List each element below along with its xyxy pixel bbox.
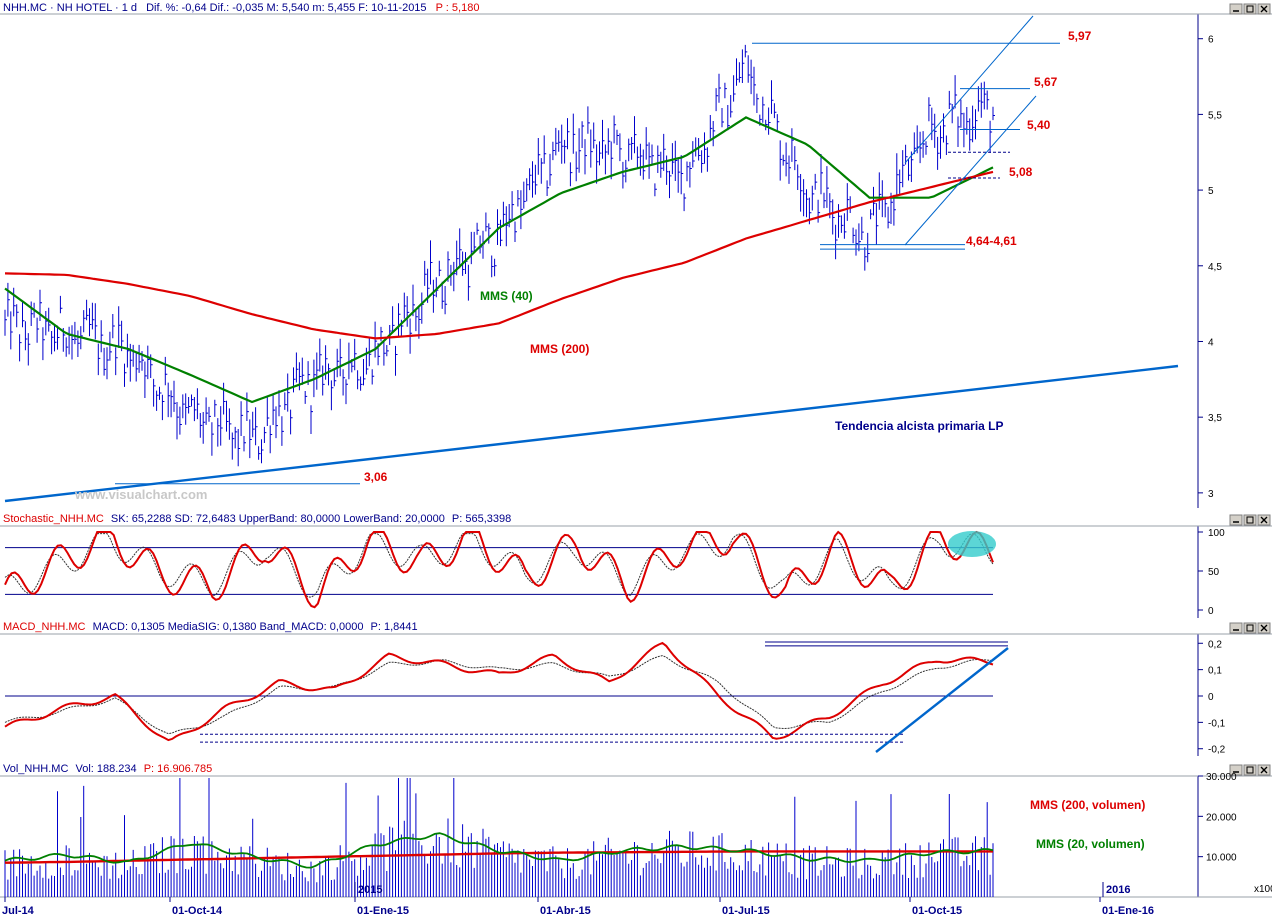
maximize-icon-glyph bbox=[1246, 766, 1254, 774]
watermark: www.visualchart.com bbox=[74, 487, 207, 502]
vol-header: Vol_NHH.MC Vol: 188.234 P: 16.906.785 bbox=[3, 763, 212, 775]
x-tick-label: 01-Oct-15 bbox=[912, 905, 962, 917]
channel-upper bbox=[904, 15, 1034, 164]
macd-header: MACD_NHH.MC MACD: 0,1305 MediaSIG: 0,138… bbox=[3, 621, 418, 633]
sma200-line bbox=[4, 170, 994, 340]
stoch-highlight bbox=[948, 531, 996, 557]
x-tick-label: 01-Oct-14 bbox=[172, 905, 223, 917]
minimize-icon bbox=[1229, 622, 1243, 634]
sma40-line bbox=[4, 116, 994, 404]
vol-ma20-line bbox=[4, 832, 994, 869]
price-tick-label: 5,5 bbox=[1208, 110, 1222, 121]
close-icon-glyph bbox=[1260, 766, 1268, 774]
price-tick-label: 3,5 bbox=[1208, 413, 1222, 424]
price-tick-label: 3 bbox=[1208, 489, 1214, 500]
macd-tick-label: 0,2 bbox=[1208, 639, 1222, 650]
stoch-tick-label: 100 bbox=[1208, 528, 1225, 539]
price-bars bbox=[4, 44, 995, 467]
price-tick-label: 6 bbox=[1208, 35, 1214, 46]
level-567-label: 5,67 bbox=[1034, 75, 1058, 89]
vol-ma200-label: MMS (200, volumen) bbox=[1030, 798, 1145, 812]
vol-tick-label: 20.000 bbox=[1206, 812, 1237, 823]
x-tick-label: 01-Ene-15 bbox=[357, 905, 409, 917]
level-508-label: 5,08 bbox=[1009, 165, 1033, 179]
trend-label: Tendencia alcista primaria LP bbox=[835, 419, 1004, 433]
price-tick-label: 4 bbox=[1208, 337, 1214, 348]
vol-tick-label: 30.000 bbox=[1206, 772, 1237, 783]
level-597-label: 5,97 bbox=[1068, 29, 1092, 43]
x-tick-label: 01-Ene-16 bbox=[1102, 905, 1154, 917]
stoch-sd-line bbox=[4, 533, 994, 598]
price-tick-label: 4,5 bbox=[1208, 262, 1222, 273]
maximize-icon-glyph bbox=[1246, 516, 1254, 524]
sma40-label: MMS (40) bbox=[480, 289, 533, 303]
level-464-461-label: 4,64-4,61 bbox=[966, 234, 1017, 248]
maximize-icon bbox=[1243, 514, 1257, 526]
macd-trend-line bbox=[875, 647, 1009, 753]
maximize-icon bbox=[1243, 764, 1257, 776]
volume-bars bbox=[4, 778, 994, 897]
x-tick-label: 01-Abr-15 bbox=[540, 905, 591, 917]
macd-signal-line bbox=[4, 655, 994, 735]
macd-tick-label: 0,1 bbox=[1208, 666, 1222, 677]
stoch-header: Stochastic_NHH.MC SK: 65,2288 SD: 72,648… bbox=[3, 513, 511, 525]
x-tick-label: Jul-14 bbox=[2, 905, 35, 917]
stoch-tick-label: 0 bbox=[1208, 606, 1214, 617]
close-icon-glyph bbox=[1260, 624, 1268, 632]
close-icon-glyph bbox=[1260, 5, 1268, 13]
primary-trend-line bbox=[4, 364, 1179, 503]
maximize-icon-glyph bbox=[1246, 5, 1254, 13]
macd-tick-label: 0 bbox=[1208, 692, 1214, 703]
vol-ma20-label: MMS (20, volumen) bbox=[1036, 837, 1145, 851]
x-tick-label: 01-Jul-15 bbox=[722, 905, 770, 917]
level-540-label: 5,40 bbox=[1027, 118, 1051, 132]
macd-tick-label: -0,2 bbox=[1208, 745, 1226, 756]
minimize-icon bbox=[1229, 514, 1243, 526]
close-icon-glyph bbox=[1260, 516, 1268, 524]
vol-tick-label: 10.000 bbox=[1206, 853, 1237, 864]
macd-tick-label: -0,1 bbox=[1208, 718, 1226, 729]
maximize-icon-glyph bbox=[1246, 624, 1254, 632]
maximize-icon bbox=[1243, 622, 1257, 634]
channel-lower bbox=[904, 95, 1037, 246]
year-2016-label: 2016 bbox=[1106, 884, 1130, 896]
year-2015-label: 2015 bbox=[358, 884, 382, 896]
price-tick-label: 5 bbox=[1208, 186, 1214, 197]
vol-unit-label: x100 bbox=[1254, 884, 1272, 895]
level-306-label: 3,06 bbox=[364, 470, 388, 484]
minimize-icon bbox=[1229, 764, 1243, 776]
price-header: NHH.MC · NH HOTEL · 1 d Dif. %: -0,64 Di… bbox=[3, 2, 479, 14]
macd-line bbox=[4, 641, 994, 742]
maximize-icon bbox=[1243, 3, 1257, 15]
sma200-label: MMS (200) bbox=[530, 342, 589, 356]
stoch-tick-label: 50 bbox=[1208, 567, 1220, 578]
ohlc-bars bbox=[4, 44, 995, 467]
stoch-sk-line bbox=[4, 530, 994, 609]
minimize-icon bbox=[1229, 3, 1243, 15]
